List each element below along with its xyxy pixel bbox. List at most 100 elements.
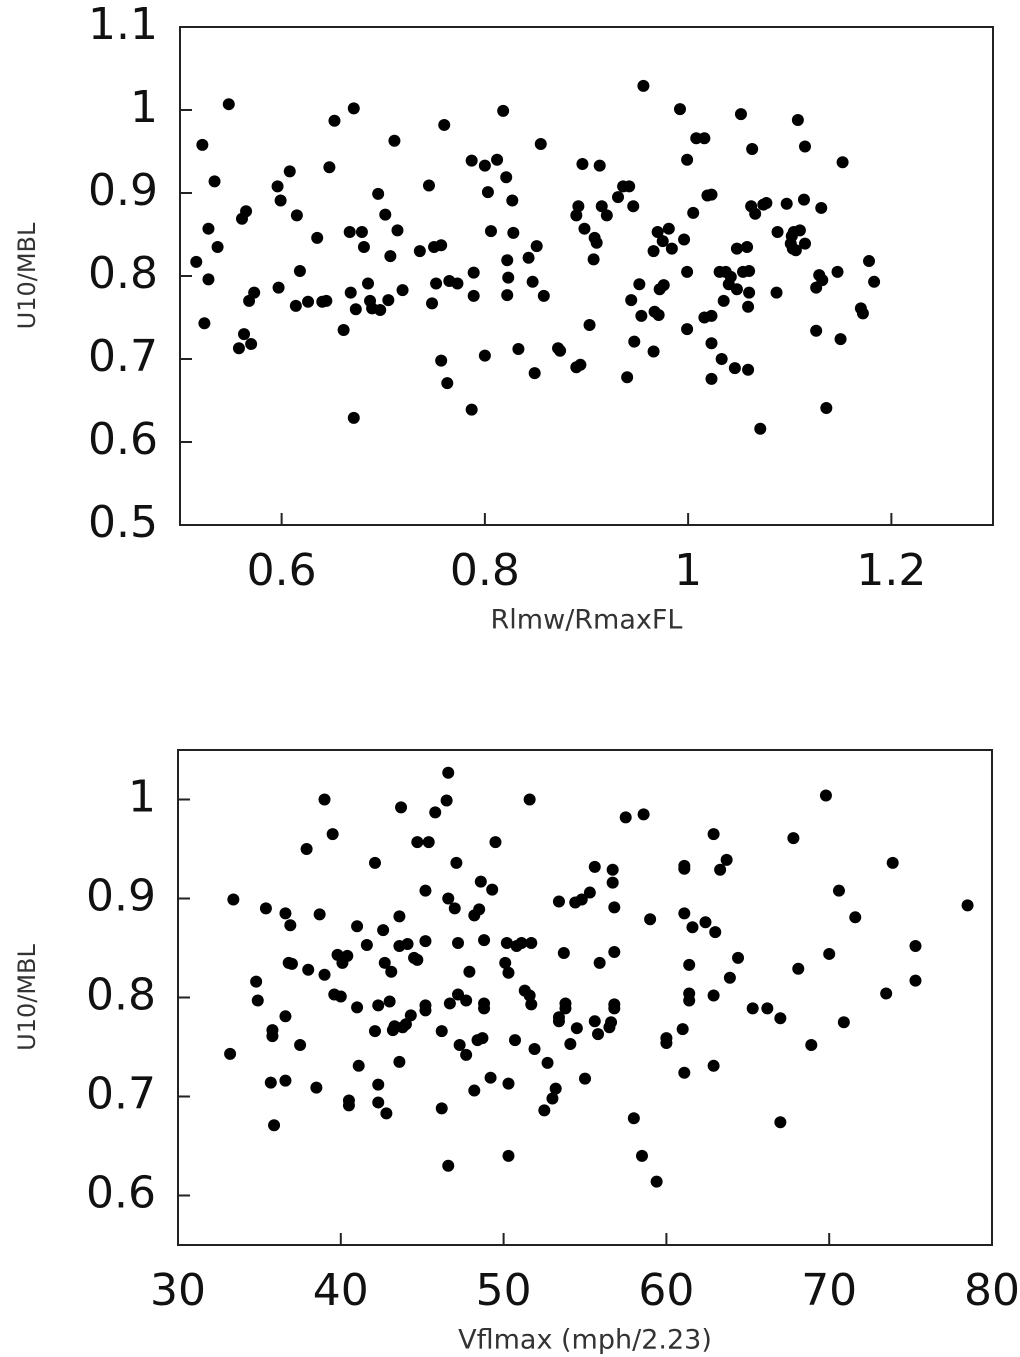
point [502,966,515,979]
point [523,989,536,1002]
point [349,303,362,316]
point [501,289,514,302]
point [250,975,263,988]
point [525,998,538,1011]
point [678,907,691,920]
point [486,883,499,896]
point [430,277,443,290]
point [742,363,755,376]
point [268,1119,281,1132]
point [849,911,862,924]
point [820,401,833,414]
point [326,828,339,841]
point [362,277,375,290]
point [465,154,478,167]
point [357,240,370,253]
point [627,200,640,213]
point [576,157,589,170]
point [819,789,832,802]
point [637,808,650,821]
point [746,1002,759,1015]
point [404,1009,417,1022]
point [574,358,587,371]
point [264,1076,277,1089]
point [635,1149,648,1162]
point [382,294,395,307]
point [570,1022,583,1035]
point [489,836,502,849]
point [522,251,535,264]
y-tick-label: 1 [128,772,156,823]
point [395,801,408,814]
y-tick-label: 0.9 [88,165,158,216]
point [227,893,240,906]
point [506,194,519,207]
point [419,1004,432,1017]
point [909,974,922,987]
point [732,951,745,964]
point [372,187,385,200]
point [435,239,448,252]
point [595,200,608,213]
point [730,283,743,296]
point [608,1002,621,1015]
point [507,226,520,239]
point [823,947,836,960]
point [530,240,543,253]
point [311,231,324,244]
y-tick-label: 1 [130,82,158,133]
point [637,79,650,92]
point [805,1039,818,1052]
point [328,114,341,127]
point [657,279,670,292]
point [393,910,406,923]
point [190,255,203,268]
point [202,222,215,235]
point [211,240,224,253]
y-tick-label: 0.8 [88,248,158,299]
point [468,1084,481,1097]
point [705,337,718,350]
point [441,377,454,390]
y-tick-label: 0.5 [88,497,158,548]
point [274,194,287,207]
point [961,899,974,912]
point [570,209,583,222]
point [351,1001,364,1014]
point [435,1102,448,1115]
x-tick-label: 1.2 [856,545,926,596]
y-tick-label: 0.8 [86,970,156,1021]
point [678,862,691,875]
point [554,344,567,357]
point [419,884,432,897]
point [372,1096,385,1109]
point [379,208,392,221]
point [774,1012,787,1025]
y-tick-label: 0.9 [86,871,156,922]
point [709,926,722,939]
point [460,1048,473,1061]
point [284,919,297,932]
point [816,274,829,287]
point [442,892,455,905]
point [587,253,600,266]
y-tick-label: 0.6 [88,414,158,465]
point [374,304,387,317]
y-tick-label: 0.7 [86,1069,156,1120]
point [279,1074,292,1087]
point [552,895,565,908]
point [310,1081,323,1094]
point [600,209,613,222]
point [715,353,728,365]
point [771,226,784,239]
point [318,968,331,981]
point [656,235,669,248]
x-tick-label: 0.8 [450,545,520,596]
point [780,197,793,210]
point [746,143,759,156]
point [628,335,641,348]
point [240,205,253,218]
point [734,108,747,121]
point [318,793,331,806]
